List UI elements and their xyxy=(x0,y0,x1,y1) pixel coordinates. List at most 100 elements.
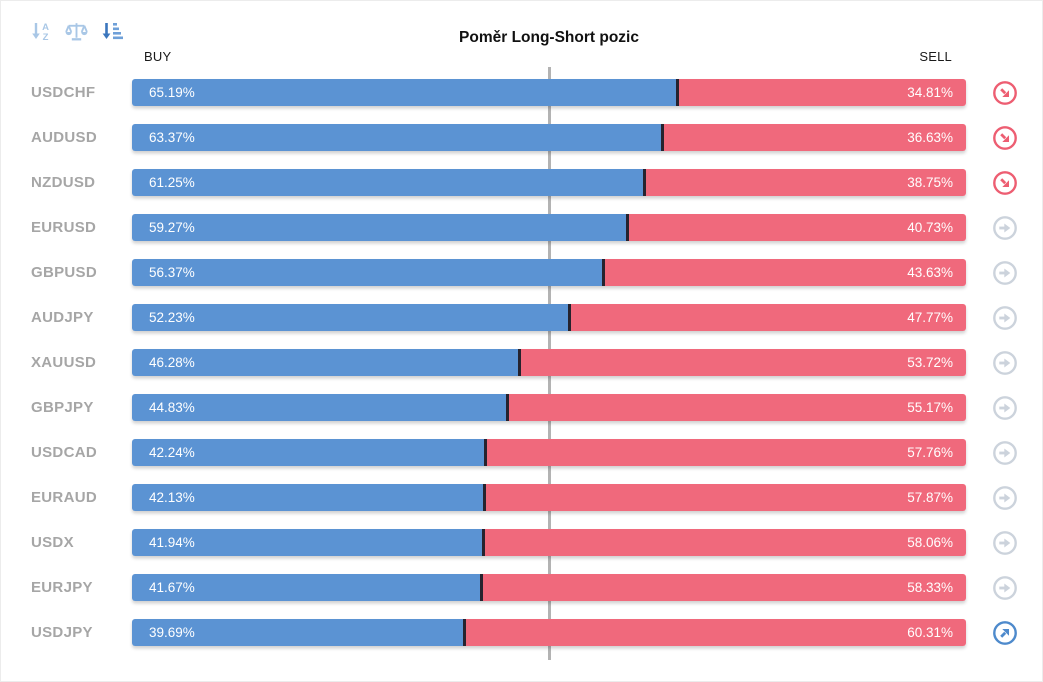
sort-alphabetical-icon: A Z xyxy=(32,22,49,43)
pair-label: EURUSD xyxy=(31,219,97,236)
trend-flat-icon[interactable] xyxy=(992,350,1018,376)
sell-value-label: 58.06% xyxy=(907,535,953,550)
sort-amount-desc-button[interactable] xyxy=(98,18,124,44)
buy-value-label: 39.69% xyxy=(149,625,195,640)
trend-down-icon[interactable] xyxy=(992,170,1018,196)
long-short-bar[interactable]: 59.27% 40.73% xyxy=(132,214,966,241)
long-short-bar[interactable]: 41.67% 58.33% xyxy=(132,574,966,601)
balance-sort-button[interactable] xyxy=(63,18,89,44)
long-short-bar[interactable]: 39.69% 60.31% xyxy=(132,619,966,646)
ratio-row: GBPJPY 44.83% 55.17% xyxy=(1,385,1042,430)
trend-icon-zone xyxy=(966,485,1042,511)
buy-bar-segment[interactable]: 41.67% xyxy=(132,574,480,601)
buy-bar-segment[interactable]: 65.19% xyxy=(132,79,676,106)
sell-value-label: 38.75% xyxy=(907,175,953,190)
trend-icon-zone xyxy=(966,260,1042,286)
buy-bar-segment[interactable]: 41.94% xyxy=(132,529,482,556)
sell-bar-segment[interactable]: 34.81% xyxy=(675,79,966,106)
trend-down-icon[interactable] xyxy=(992,80,1018,106)
buy-bar-segment[interactable]: 61.25% xyxy=(132,169,643,196)
trend-icon-zone xyxy=(966,305,1042,331)
long-short-bar[interactable]: 41.94% 58.06% xyxy=(132,529,966,556)
long-short-bar[interactable]: 65.19% 34.81% xyxy=(132,79,966,106)
ratio-row: EURJPY 41.67% 58.33% xyxy=(1,565,1042,610)
trend-flat-icon[interactable] xyxy=(992,575,1018,601)
pair-label: USDCAD xyxy=(31,444,97,461)
buy-bar-segment[interactable]: 42.13% xyxy=(132,484,484,511)
long-short-bar[interactable]: 44.83% 55.17% xyxy=(132,394,966,421)
trend-flat-icon[interactable] xyxy=(992,260,1018,286)
buy-value-label: 59.27% xyxy=(149,220,195,235)
buy-bar-segment[interactable]: 59.27% xyxy=(132,214,627,241)
long-short-bar[interactable]: 61.25% 38.75% xyxy=(132,169,966,196)
sell-value-label: 60.31% xyxy=(907,625,953,640)
sell-bar-segment[interactable]: 57.76% xyxy=(484,439,966,466)
pair-label: USDCHF xyxy=(31,84,96,101)
ratio-row: NZDUSD 61.25% 38.75% xyxy=(1,160,1042,205)
trend-icon-zone xyxy=(966,80,1042,106)
sell-bar-segment[interactable]: 60.31% xyxy=(463,619,966,646)
sort-alphabetical-button[interactable]: A Z xyxy=(28,18,54,44)
sell-bar-segment[interactable]: 58.33% xyxy=(479,574,966,601)
sell-bar-segment[interactable]: 58.06% xyxy=(481,529,966,556)
sell-bar-segment[interactable]: 43.63% xyxy=(602,259,966,286)
sort-toolbar: A Z xyxy=(28,18,124,44)
buy-bar-segment[interactable]: 44.83% xyxy=(132,394,506,421)
buy-value-label: 41.67% xyxy=(149,580,195,595)
trend-flat-icon[interactable] xyxy=(992,440,1018,466)
buy-value-label: 42.24% xyxy=(149,445,195,460)
sell-value-label: 57.87% xyxy=(907,490,953,505)
balance-scale-icon xyxy=(64,22,88,40)
trend-flat-icon[interactable] xyxy=(992,485,1018,511)
buy-bar-segment[interactable]: 56.37% xyxy=(132,259,603,286)
trend-icon-zone xyxy=(966,620,1042,646)
buy-bar-segment[interactable]: 46.28% xyxy=(132,349,518,376)
sell-bar-segment[interactable]: 40.73% xyxy=(626,214,966,241)
sell-bar-segment[interactable]: 36.63% xyxy=(660,124,966,151)
buy-bar-segment[interactable]: 39.69% xyxy=(132,619,463,646)
long-short-bar[interactable]: 46.28% 53.72% xyxy=(132,349,966,376)
trend-flat-icon[interactable] xyxy=(992,305,1018,331)
sell-bar-segment[interactable]: 55.17% xyxy=(505,394,966,421)
trend-up-icon[interactable] xyxy=(992,620,1018,646)
pair-label: NZDUSD xyxy=(31,174,96,191)
svg-text:A: A xyxy=(42,22,49,33)
sell-value-label: 40.73% xyxy=(907,220,953,235)
ratio-row: GBPUSD 56.37% 43.63% xyxy=(1,250,1042,295)
long-short-bar[interactable]: 56.37% 43.63% xyxy=(132,259,966,286)
buy-bar-segment[interactable]: 42.24% xyxy=(132,439,485,466)
buy-value-label: 61.25% xyxy=(149,175,195,190)
sell-bar-segment[interactable]: 47.77% xyxy=(567,304,966,331)
ratio-row: USDJPY 39.69% 60.31% xyxy=(1,610,1042,655)
buy-value-label: 44.83% xyxy=(149,400,195,415)
long-short-bar[interactable]: 52.23% 47.77% xyxy=(132,304,966,331)
trend-flat-icon[interactable] xyxy=(992,215,1018,241)
trend-flat-icon[interactable] xyxy=(992,395,1018,421)
svg-text:Z: Z xyxy=(43,32,49,43)
trend-icon-zone xyxy=(966,350,1042,376)
sell-bar-segment[interactable]: 57.87% xyxy=(483,484,966,511)
ratio-rows: USDCHF 65.19% 34.81% xyxy=(1,70,1042,655)
sell-bar-segment[interactable]: 53.72% xyxy=(517,349,966,376)
trend-icon-zone xyxy=(966,440,1042,466)
buy-value-label: 41.94% xyxy=(149,535,195,550)
long-short-bar[interactable]: 42.24% 57.76% xyxy=(132,439,966,466)
trend-flat-icon[interactable] xyxy=(992,530,1018,556)
ratio-row: XAUUSD 46.28% 53.72% xyxy=(1,340,1042,385)
buy-value-label: 46.28% xyxy=(149,355,195,370)
trend-icon-zone xyxy=(966,215,1042,241)
trend-down-icon[interactable] xyxy=(992,125,1018,151)
sell-bar-segment[interactable]: 38.75% xyxy=(642,169,966,196)
trend-icon-zone xyxy=(966,170,1042,196)
ratio-row: AUDJPY 52.23% 47.77% xyxy=(1,295,1042,340)
trend-icon-zone xyxy=(966,530,1042,556)
sell-value-label: 58.33% xyxy=(907,580,953,595)
buy-bar-segment[interactable]: 52.23% xyxy=(132,304,568,331)
long-short-bar[interactable]: 63.37% 36.63% xyxy=(132,124,966,151)
buy-value-label: 52.23% xyxy=(149,310,195,325)
buy-bar-segment[interactable]: 63.37% xyxy=(132,124,661,151)
sell-column-header: SELL xyxy=(919,49,952,64)
long-short-bar[interactable]: 42.13% 57.87% xyxy=(132,484,966,511)
pair-label: XAUUSD xyxy=(31,354,97,371)
sell-value-label: 43.63% xyxy=(907,265,953,280)
